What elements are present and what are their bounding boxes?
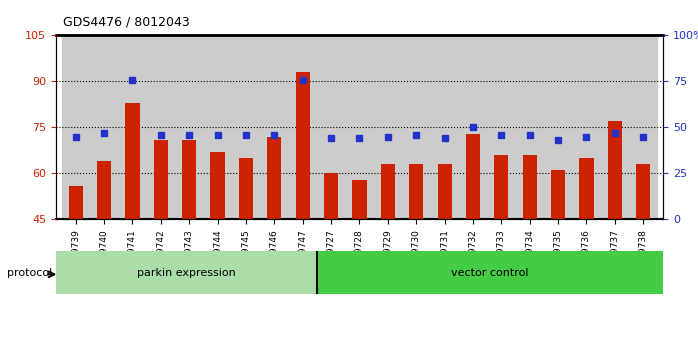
Bar [487, 35, 516, 219]
FancyBboxPatch shape [317, 251, 663, 294]
Bar [147, 35, 175, 219]
Bar [296, 72, 310, 354]
Bar [211, 152, 225, 354]
Bar [260, 35, 288, 219]
Bar [459, 35, 487, 219]
Bar [90, 35, 118, 219]
Bar [61, 35, 90, 219]
Bar [551, 170, 565, 354]
Bar [154, 140, 168, 354]
Bar [324, 173, 339, 354]
Bar [636, 164, 651, 354]
Bar [579, 158, 593, 354]
Bar [466, 133, 480, 354]
Bar [601, 35, 629, 219]
Bar [608, 121, 622, 354]
Bar [523, 155, 537, 354]
Text: protocol: protocol [7, 268, 52, 278]
FancyBboxPatch shape [56, 251, 317, 294]
Bar [466, 133, 480, 354]
Bar [126, 103, 140, 354]
Bar [175, 35, 203, 219]
Bar [636, 164, 651, 354]
Bar [409, 164, 423, 354]
Bar [211, 152, 225, 354]
Bar [126, 103, 140, 354]
Bar [608, 121, 622, 354]
Bar [296, 72, 310, 354]
Bar [380, 164, 395, 354]
Bar [373, 35, 402, 219]
Bar [118, 35, 147, 219]
Bar [97, 161, 111, 354]
Bar [516, 35, 544, 219]
Bar [551, 170, 565, 354]
Bar [438, 164, 452, 354]
Bar [494, 155, 508, 354]
Bar [494, 155, 508, 354]
Bar [523, 155, 537, 354]
Bar [267, 137, 281, 354]
Bar [346, 35, 373, 219]
Bar [288, 35, 317, 219]
Bar [402, 35, 431, 219]
Bar [267, 137, 281, 354]
Text: vector control: vector control [451, 268, 529, 278]
Bar [629, 35, 658, 219]
Bar [380, 164, 395, 354]
Bar [352, 179, 366, 354]
Bar [182, 140, 196, 354]
Bar [182, 140, 196, 354]
Bar [409, 164, 423, 354]
Bar [232, 35, 260, 219]
Bar [97, 161, 111, 354]
Bar [68, 186, 83, 354]
Bar [154, 140, 168, 354]
Bar [239, 158, 253, 354]
Text: parkin expression: parkin expression [137, 268, 236, 278]
Bar [579, 158, 593, 354]
Bar [438, 164, 452, 354]
Bar [203, 35, 232, 219]
Bar [68, 186, 83, 354]
Bar [352, 179, 366, 354]
Bar [317, 35, 346, 219]
Bar [239, 158, 253, 354]
Bar [572, 35, 601, 219]
Bar [324, 173, 339, 354]
Bar [431, 35, 459, 219]
Bar [544, 35, 572, 219]
Text: GDS4476 / 8012043: GDS4476 / 8012043 [63, 16, 190, 29]
